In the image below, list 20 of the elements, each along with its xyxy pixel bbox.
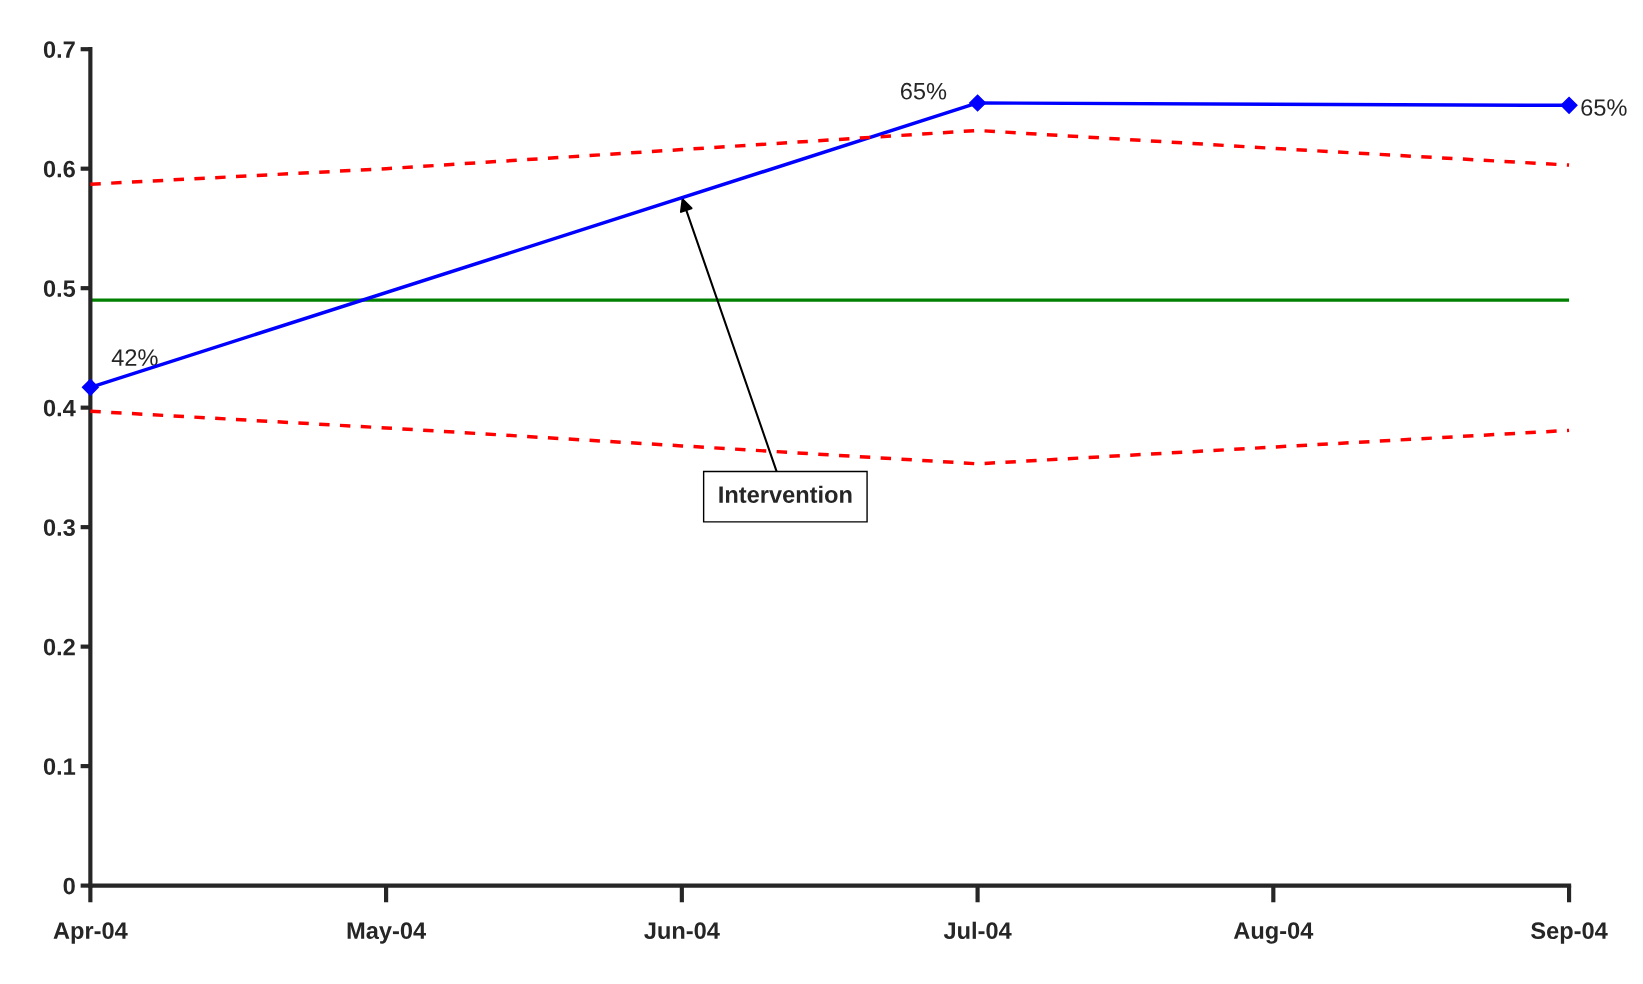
x-tick-label: Aug-04 <box>1233 922 1314 944</box>
y-tick-label: 0.2 <box>43 638 75 656</box>
y-tick-label: 0.6 <box>43 160 75 178</box>
y-tick-label: 0.4 <box>43 399 76 417</box>
x-tick-label: Apr-04 <box>53 922 128 944</box>
y-tick-label: 0.1 <box>43 758 76 775</box>
annotation: Intervention <box>719 485 852 504</box>
data-label: 65% <box>900 82 947 100</box>
data-label: 65% <box>1581 99 1627 116</box>
x-tick-label: Jul-04 <box>943 921 1012 940</box>
y-tick-label: 0.5 <box>43 280 76 297</box>
line-series <box>88 409 1571 466</box>
line-series <box>88 128 1571 186</box>
data-label: 42% <box>111 349 158 366</box>
y-tick-label: 0.3 <box>43 519 75 536</box>
x-tick-label: May-04 <box>347 922 427 944</box>
y-tick-label: 0.7 <box>43 41 75 58</box>
x-tick-label: Jun-04 <box>644 922 720 940</box>
x-tick-label: Sep-04 <box>1531 922 1608 944</box>
y-tick-label: 0 <box>63 877 75 895</box>
